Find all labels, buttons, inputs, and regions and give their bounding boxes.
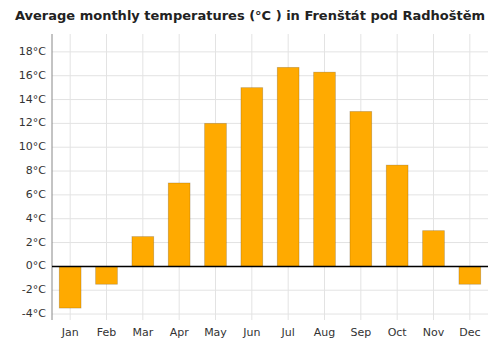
x-tick-label: Jan [61,326,79,339]
bar [205,123,227,266]
y-tick-label: 18°C [19,45,46,58]
y-tick-label: 4°C [26,212,46,225]
bar [168,183,190,266]
x-tick-label: Jun [242,326,260,339]
bar [241,88,263,267]
y-tick-label: 10°C [19,140,46,153]
y-grid-line [52,194,488,195]
bar [132,237,154,267]
y-tick-label: 14°C [19,93,46,106]
grid [52,34,488,320]
x-tick-label: Jul [281,326,295,339]
bar [350,111,372,266]
x-tick-label: Nov [423,326,445,339]
zero-line [52,266,488,268]
x-tick-label: Aug [314,326,335,339]
y-grid-line [52,99,488,100]
x-grid-line [142,34,143,320]
chart: -4°C -2°C 0°C 2°C 4°C 6°C 8°C 10°C 12°C 14°C 16°C 1… [0,0,500,350]
x-tick-label: Oct [388,326,408,339]
y-tick-label: -4°C [22,307,46,320]
bar [423,231,445,267]
x-grid-line [433,34,434,320]
y-tick-label: 6°C [26,188,46,201]
y-tick-label: 12°C [19,116,46,129]
y-grid-line [52,266,488,267]
y-tick-label: 0°C [26,259,46,272]
bar [96,266,118,284]
x-tick-label: Feb [97,326,116,339]
y-grid-line [52,290,488,291]
y-grid-line [52,218,488,219]
x-tick-label: Dec [459,326,480,339]
y-grid-line [52,314,488,315]
y-tick-label: 8°C [26,164,46,177]
x-tick-label: May [204,326,227,339]
y-tick-label: 16°C [19,69,46,82]
y-grid-line [52,171,488,172]
y-grid-line [52,75,488,76]
title: Average monthly temperatures (°C ) in Fr… [15,8,485,23]
bar [277,67,299,266]
bars [59,67,480,308]
y-grid-line [52,51,488,52]
x-grid-line [179,34,180,320]
chart-container: -4°C -2°C 0°C 2°C 4°C 6°C 8°C 10°C 12°C 14°C 16°C 1… [0,0,500,350]
bar [59,266,81,308]
x-tick-label: Mar [132,326,153,339]
x-tick-label: Sep [350,326,371,339]
y-grid-line [52,123,488,124]
y-grid-line [52,147,488,148]
bar [459,266,481,284]
bar [314,72,336,266]
y-tick-label: -2°C [22,283,46,296]
x-tick-label: Apr [170,326,190,339]
bar [386,165,408,266]
y-axis-line [52,34,53,320]
y-tick-label: 2°C [26,236,46,249]
